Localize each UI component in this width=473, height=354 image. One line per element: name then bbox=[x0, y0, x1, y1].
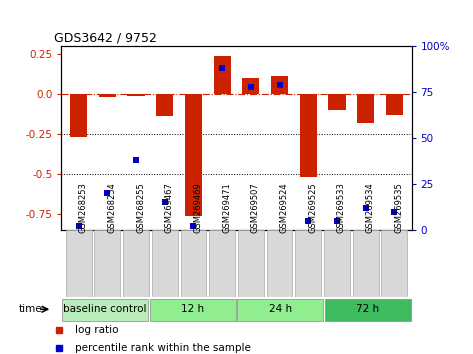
FancyBboxPatch shape bbox=[152, 230, 178, 297]
FancyBboxPatch shape bbox=[149, 299, 236, 321]
FancyBboxPatch shape bbox=[237, 299, 324, 321]
Bar bbox=[128, 94, 145, 96]
Bar bbox=[185, 94, 202, 216]
FancyBboxPatch shape bbox=[353, 230, 378, 297]
Text: GSM269471: GSM269471 bbox=[222, 183, 231, 234]
FancyBboxPatch shape bbox=[381, 230, 407, 297]
Text: GSM269535: GSM269535 bbox=[394, 183, 403, 234]
FancyBboxPatch shape bbox=[324, 299, 411, 321]
Bar bbox=[328, 94, 345, 110]
FancyBboxPatch shape bbox=[324, 230, 350, 297]
Bar bbox=[357, 94, 374, 123]
Bar bbox=[99, 94, 116, 97]
Text: GDS3642 / 9752: GDS3642 / 9752 bbox=[54, 32, 158, 45]
Text: GSM269534: GSM269534 bbox=[366, 183, 375, 234]
Bar bbox=[70, 94, 88, 137]
FancyBboxPatch shape bbox=[62, 299, 149, 321]
Bar bbox=[385, 94, 403, 115]
Bar bbox=[213, 56, 231, 94]
Text: GSM269467: GSM269467 bbox=[165, 183, 174, 234]
Bar bbox=[299, 94, 317, 177]
FancyBboxPatch shape bbox=[95, 230, 120, 297]
Bar bbox=[271, 76, 288, 94]
Text: GSM269507: GSM269507 bbox=[251, 183, 260, 234]
Text: GSM268255: GSM268255 bbox=[136, 183, 145, 234]
Text: GSM269469: GSM269469 bbox=[193, 183, 202, 234]
Text: GSM268253: GSM268253 bbox=[79, 183, 88, 234]
Text: GSM269533: GSM269533 bbox=[337, 183, 346, 234]
Text: baseline control: baseline control bbox=[63, 304, 147, 314]
FancyBboxPatch shape bbox=[295, 230, 321, 297]
Text: percentile rank within the sample: percentile rank within the sample bbox=[76, 343, 251, 353]
Bar bbox=[156, 94, 174, 116]
Text: GSM268254: GSM268254 bbox=[107, 183, 116, 234]
FancyBboxPatch shape bbox=[181, 230, 206, 297]
FancyBboxPatch shape bbox=[123, 230, 149, 297]
Text: log ratio: log ratio bbox=[76, 325, 119, 335]
FancyBboxPatch shape bbox=[209, 230, 235, 297]
Text: 72 h: 72 h bbox=[356, 304, 379, 314]
FancyBboxPatch shape bbox=[66, 230, 92, 297]
Text: GSM269524: GSM269524 bbox=[280, 183, 289, 234]
FancyBboxPatch shape bbox=[238, 230, 264, 297]
FancyBboxPatch shape bbox=[267, 230, 292, 297]
Text: time: time bbox=[18, 304, 42, 314]
Text: GSM269525: GSM269525 bbox=[308, 183, 317, 234]
Text: 24 h: 24 h bbox=[269, 304, 292, 314]
Text: 12 h: 12 h bbox=[181, 304, 204, 314]
Bar bbox=[242, 78, 260, 94]
